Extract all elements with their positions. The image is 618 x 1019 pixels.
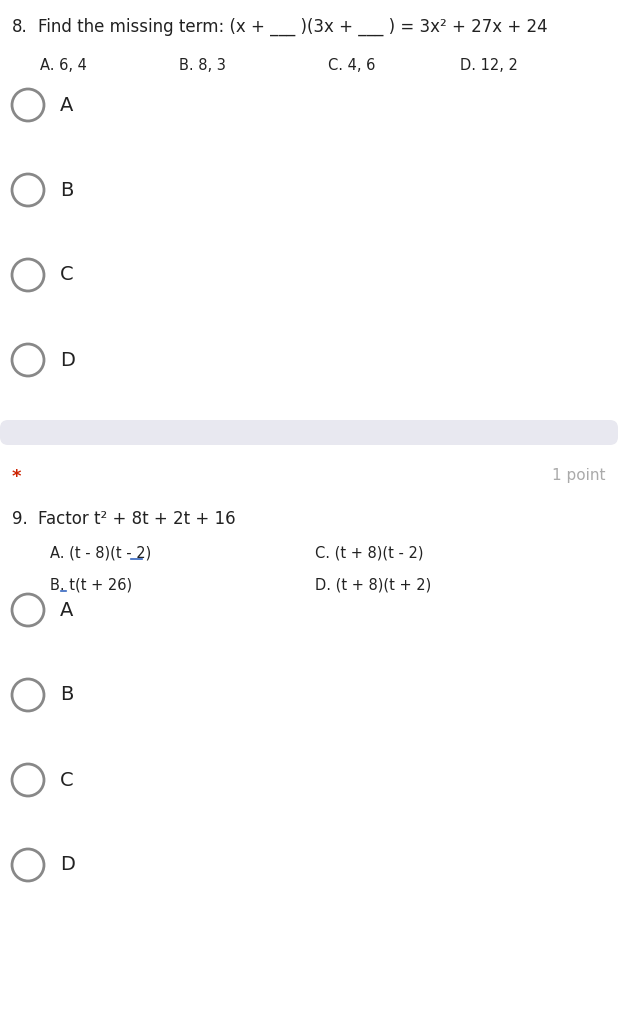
Text: D. 12, 2: D. 12, 2 [460, 58, 519, 73]
FancyBboxPatch shape [0, 420, 618, 445]
Text: A. 6, 4: A. 6, 4 [40, 58, 87, 73]
Text: A: A [60, 96, 74, 114]
Text: B. 8, 3: B. 8, 3 [179, 58, 226, 73]
Text: C. (t + 8)(t - 2): C. (t + 8)(t - 2) [315, 545, 423, 560]
Text: C: C [60, 266, 74, 284]
Text: 8.: 8. [12, 18, 28, 36]
Text: C: C [60, 770, 74, 790]
Text: D. (t + 8)(t + 2): D. (t + 8)(t + 2) [315, 577, 431, 592]
Text: Find the missing term: (x + ___ )(3x + ___ ) = 3x² + 27x + 24: Find the missing term: (x + ___ )(3x + _… [38, 18, 548, 37]
Text: 1 point: 1 point [552, 468, 606, 483]
Text: B: B [60, 180, 74, 200]
Text: A. (t - 8)(t - 2): A. (t - 8)(t - 2) [50, 545, 151, 560]
Text: C. 4, 6: C. 4, 6 [328, 58, 375, 73]
Text: *: * [12, 468, 22, 486]
Text: B: B [60, 686, 74, 704]
Text: 9.: 9. [12, 510, 28, 528]
Text: A: A [60, 600, 74, 620]
Text: Factor t² + 8t + 2t + 16: Factor t² + 8t + 2t + 16 [38, 510, 235, 528]
Text: D: D [60, 351, 75, 370]
Text: D: D [60, 856, 75, 874]
Text: B. t(t + 26): B. t(t + 26) [50, 577, 132, 592]
